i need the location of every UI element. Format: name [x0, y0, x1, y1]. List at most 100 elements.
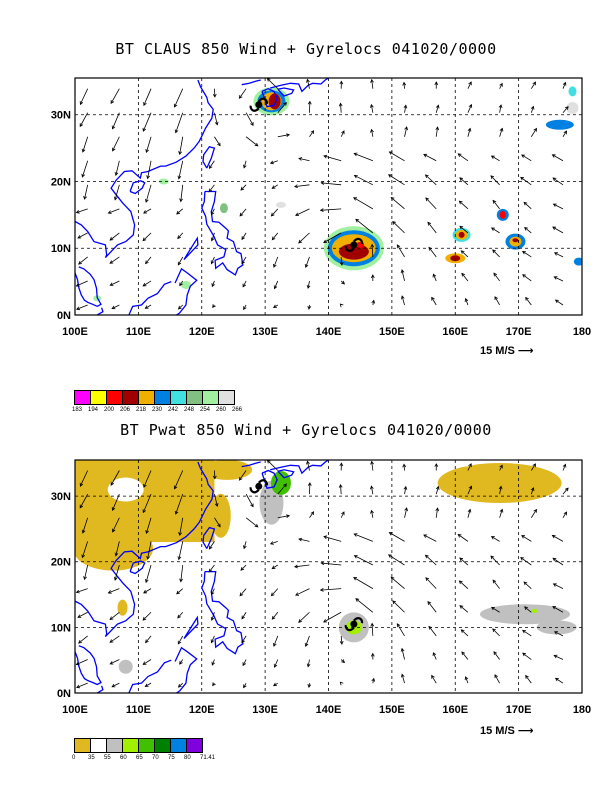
wind-arrow — [115, 160, 120, 176]
wind-arrow — [76, 280, 88, 287]
wind-arrowhead — [551, 154, 556, 158]
wind-arrow — [370, 104, 374, 113]
wind-arrow — [404, 486, 407, 495]
wind-arrowhead — [306, 663, 311, 668]
longitude-label: 150E — [379, 326, 405, 338]
wind-arrow — [84, 564, 89, 580]
wind-arrow — [180, 184, 184, 202]
wind-arrow — [396, 244, 405, 258]
wind-arrow — [390, 197, 405, 210]
wind-arrow — [145, 564, 152, 583]
wind-arrow — [76, 208, 88, 214]
wind-arrowhead — [431, 296, 435, 301]
wind-arrowhead — [494, 674, 498, 679]
longitude-label: 170E — [506, 704, 532, 716]
wind-arrow — [143, 470, 152, 488]
wind-arrow — [178, 682, 184, 688]
coastline — [75, 79, 214, 259]
coastline — [201, 190, 244, 276]
wind-arrowhead — [370, 128, 374, 133]
wind-arrow — [461, 273, 469, 282]
wind-arrowhead — [370, 243, 375, 248]
wind-arrow — [108, 208, 120, 214]
cyclone-icon — [249, 97, 269, 112]
wind-arrow — [554, 252, 564, 258]
wind-arrowhead — [178, 151, 183, 156]
wind-arrowhead — [499, 464, 503, 469]
colorbar-label: 65 — [136, 755, 143, 761]
wind-arrowhead — [521, 535, 526, 539]
wind-arrowhead — [402, 463, 407, 468]
panel-2-map: 0N 10N 20N 30N 100E 110E 120E 130E 140E 150E 160E 1… — [51, 459, 591, 716]
wind-arrow — [298, 157, 310, 162]
latitude-label: 0N — [57, 310, 71, 322]
wind-arrow — [240, 184, 247, 191]
wind-arrow — [112, 136, 120, 152]
colorbar-swatch — [90, 390, 107, 405]
wind-arrowhead — [554, 299, 559, 304]
shaded-region — [180, 280, 191, 289]
wind-arrowhead — [114, 552, 119, 557]
wind-arrowhead — [109, 616, 114, 621]
wind-arrowhead — [212, 682, 216, 687]
wind-arrowhead — [400, 647, 405, 652]
wind-arrowhead — [319, 208, 324, 212]
wind-arrowhead — [467, 508, 472, 513]
wind-arrowhead — [319, 588, 324, 592]
wind-arrow — [467, 463, 472, 471]
wind-arrowhead — [468, 485, 473, 490]
wind-arrow — [403, 82, 405, 89]
wind-arrow — [271, 588, 279, 597]
wind-arrowhead — [459, 557, 464, 562]
wind-arrowhead — [498, 485, 503, 490]
wind-arrowhead — [111, 305, 116, 310]
wind-arrowhead — [310, 511, 315, 516]
wind-arrow — [492, 579, 500, 589]
wind-arrowhead — [370, 622, 375, 627]
wind-arrow — [147, 541, 152, 560]
wind-arrow — [323, 611, 342, 623]
wind-arrow — [340, 103, 342, 113]
shaded-region — [164, 477, 215, 508]
wind-arrow — [309, 130, 314, 137]
wind-arrowhead — [142, 127, 147, 132]
colorbar-swatch — [138, 390, 155, 405]
wind-arrowhead — [320, 561, 325, 566]
wind-arrowhead — [107, 590, 112, 594]
longitude-label: 170E — [506, 326, 532, 338]
wind-arrowhead — [461, 651, 466, 656]
longitude-label: 120E — [189, 326, 215, 338]
wind-arrow — [77, 232, 88, 239]
wind-arrowhead — [243, 306, 247, 311]
wind-arrow — [176, 588, 183, 595]
wind-arrow — [340, 635, 343, 645]
wind-arrow — [401, 674, 405, 684]
wind-arrow — [307, 659, 310, 667]
wind-arrowhead — [272, 682, 277, 687]
wind-arrow — [145, 635, 152, 643]
coastline — [277, 469, 295, 479]
wind-arrowhead — [424, 174, 429, 179]
wind-arrowhead — [533, 508, 537, 513]
wind-arrowhead — [145, 639, 149, 644]
wind-arrowhead — [110, 481, 115, 486]
wind-arrow — [521, 154, 532, 162]
wind-arrowhead — [241, 615, 245, 620]
wind-arrowhead — [370, 485, 374, 490]
wind-arrowhead — [107, 210, 112, 214]
wind-arrowhead — [499, 127, 504, 132]
wind-arrowhead — [240, 566, 245, 571]
wind-arrow — [241, 635, 247, 643]
wind-arrowhead — [370, 78, 374, 83]
colorbar-swatch — [74, 390, 91, 405]
wind-arrow — [142, 280, 152, 287]
wind-arrowhead — [254, 142, 259, 147]
wind-arrow — [211, 232, 215, 241]
wind-arrowhead — [211, 661, 215, 666]
wind-arrowhead — [310, 130, 315, 135]
wind-arrowhead — [79, 504, 84, 509]
wind-arrow — [241, 232, 247, 240]
wind-arrow — [209, 541, 215, 550]
wind-arrow — [109, 232, 120, 241]
shaded-region — [118, 659, 133, 674]
